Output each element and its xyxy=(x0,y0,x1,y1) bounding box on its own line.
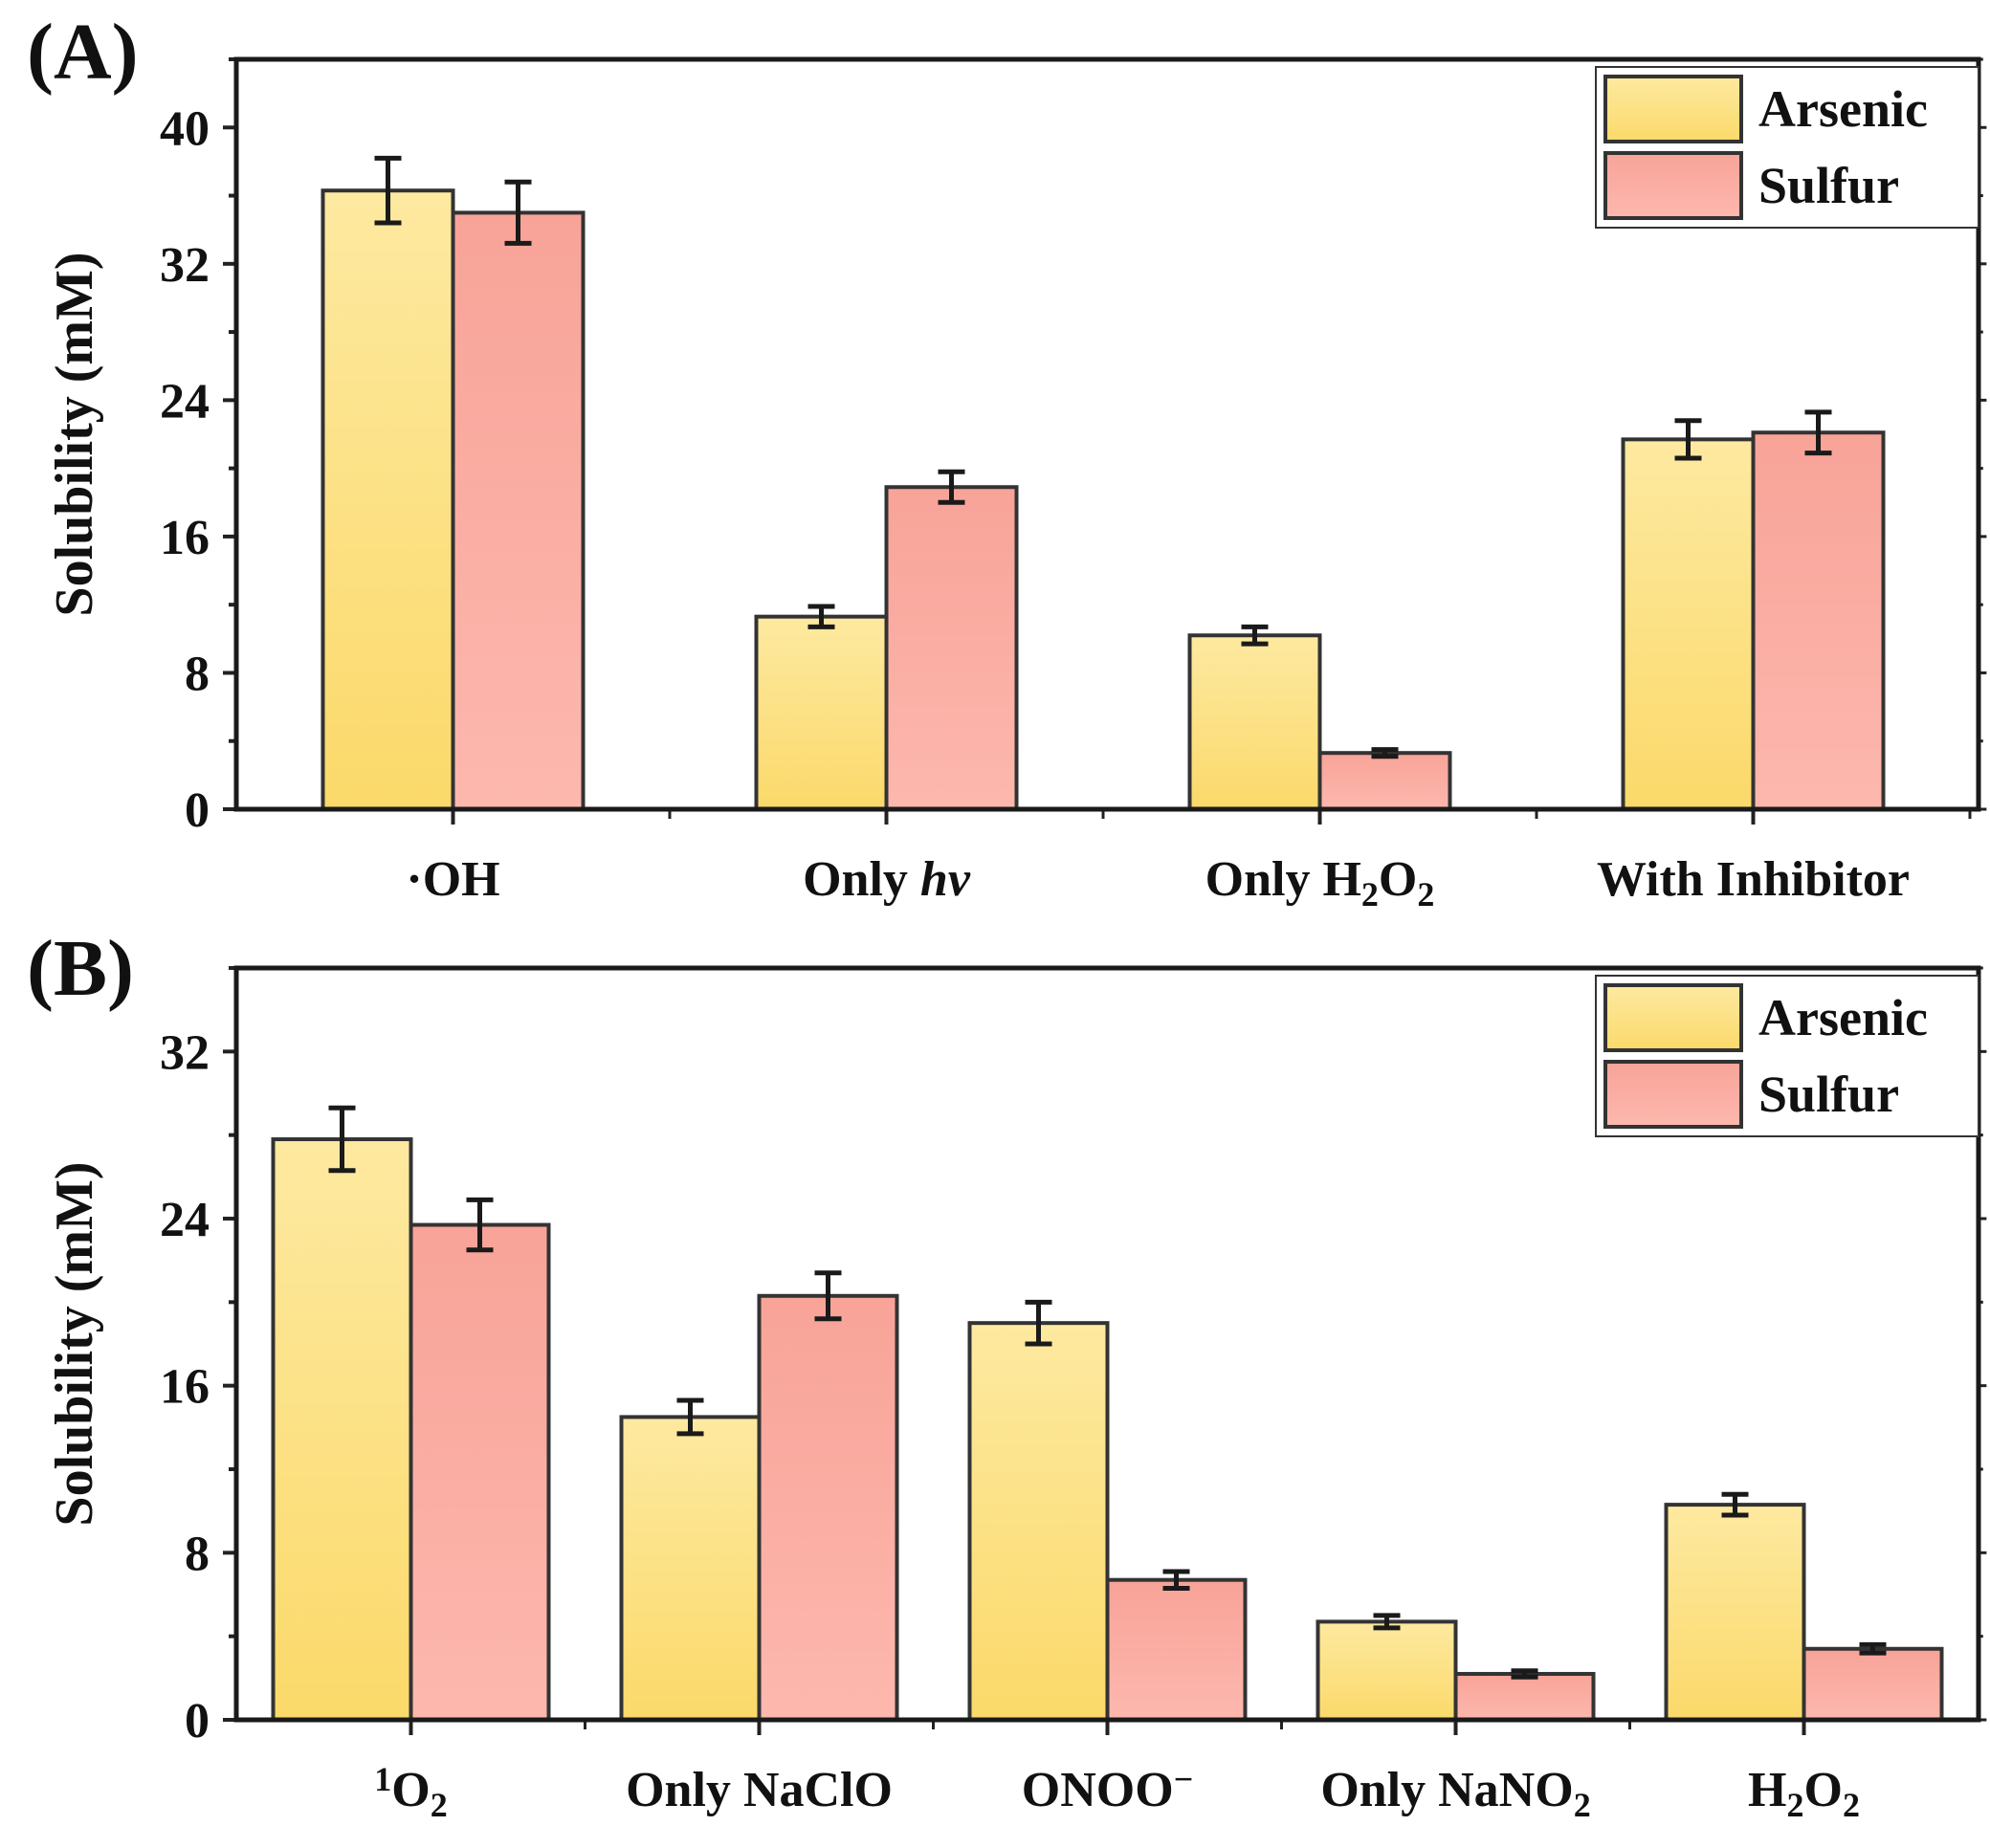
sulfur-error-bar-1 xyxy=(466,1197,494,1253)
y-axis-title: Solubility (mM) xyxy=(45,252,104,616)
sulfur-bar-1 xyxy=(451,210,586,811)
y-tick-label: 32 xyxy=(160,1025,210,1080)
sulfur-bar-4 xyxy=(1453,1671,1596,1723)
sulfur-bar-2 xyxy=(884,485,1019,811)
arsenic-bar-5 xyxy=(1664,1503,1806,1723)
panel-label: (A) xyxy=(27,8,139,97)
sulfur-error-bar-4 xyxy=(1511,1668,1538,1680)
x-category-label-3: ONOO− xyxy=(1022,1760,1193,1817)
panel-label: (B) xyxy=(27,924,134,1013)
y-tick-label: 32 xyxy=(160,238,210,293)
sulfur-error-bar-3 xyxy=(1371,747,1399,759)
arsenic-error-bar-4 xyxy=(1373,1613,1401,1631)
sulfur-bar-3 xyxy=(1317,751,1452,812)
arsenic-error-bar-3 xyxy=(1241,624,1269,647)
x-category-label-2: Only hv xyxy=(803,852,971,907)
arsenic-bar-2 xyxy=(754,614,889,811)
arsenic-bar-4 xyxy=(1621,437,1756,811)
legend-swatch-arsenic xyxy=(1603,75,1743,143)
sulfur-error-bar-1 xyxy=(504,179,532,246)
y-tick-label: 24 xyxy=(160,374,210,429)
legend-swatch-arsenic xyxy=(1603,983,1743,1052)
x-category-label-2: Only NaClO xyxy=(626,1763,893,1817)
sulfur-error-bar-2 xyxy=(938,469,965,505)
arsenic-error-bar-1 xyxy=(328,1105,356,1174)
legend: Arsenic Sulfur xyxy=(1595,975,1979,1137)
legend-swatch-sulfur xyxy=(1603,1060,1743,1129)
arsenic-error-bar-4 xyxy=(1674,418,1702,461)
x-category-label-1: ·OH xyxy=(406,852,499,907)
sulfur-error-bar-5 xyxy=(1859,1641,1887,1656)
legend-label-sulfur: Sulfur xyxy=(1758,157,1899,214)
legend-label-arsenic: Arsenic xyxy=(1758,989,1928,1046)
arsenic-bar-3 xyxy=(1187,633,1322,811)
y-tick-label: 0 xyxy=(185,1694,210,1749)
x-category-label-1: 1O2 xyxy=(374,1760,447,1824)
arsenic-error-bar-2 xyxy=(807,604,835,629)
plot-frame xyxy=(233,965,1981,1723)
sulfur-error-bar-4 xyxy=(1804,409,1832,456)
sulfur-bar-4 xyxy=(1751,430,1886,811)
x-category-label-4: With Inhibitor xyxy=(1597,852,1910,907)
legend-label-arsenic: Arsenic xyxy=(1758,80,1928,138)
sulfur-bar-1 xyxy=(409,1222,551,1723)
arsenic-bar-1 xyxy=(321,188,455,811)
y-tick-label: 0 xyxy=(185,783,210,838)
arsenic-error-bar-1 xyxy=(374,155,402,226)
sulfur-bar-5 xyxy=(1802,1646,1944,1723)
x-category-label-3: Only H2O2 xyxy=(1205,852,1435,913)
sulfur-bar-3 xyxy=(1105,1577,1248,1723)
y-tick-label: 8 xyxy=(185,647,210,701)
arsenic-error-bar-2 xyxy=(676,1397,704,1437)
sulfur-bar-2 xyxy=(757,1293,899,1722)
panel-a-chart: (A) Solubility (mM) 0 8 16 24 32 40 ·OH Only hv On… xyxy=(27,8,1987,913)
arsenic-bar-4 xyxy=(1316,1619,1458,1722)
y-tick-label: 40 xyxy=(160,101,210,156)
sulfur-error-bar-3 xyxy=(1162,1569,1190,1591)
y-tick-label: 24 xyxy=(160,1193,210,1247)
arsenic-error-bar-5 xyxy=(1721,1491,1749,1518)
y-axis-title: Solubility (mM) xyxy=(45,1161,104,1526)
arsenic-bar-1 xyxy=(271,1137,413,1722)
panel-b-chart: (B) Solubility (mM) 0 8 16 24 32 1O2 Only NaClO O… xyxy=(27,924,1987,1824)
legend-label-sulfur: Sulfur xyxy=(1758,1066,1899,1123)
legend: Arsenic Sulfur xyxy=(1595,66,1979,229)
y-tick-label: 8 xyxy=(185,1527,210,1581)
y-tick-label: 16 xyxy=(160,511,210,565)
plot-frame xyxy=(233,56,1981,812)
arsenic-error-bar-3 xyxy=(1025,1299,1052,1347)
y-tick-label: 16 xyxy=(160,1360,210,1415)
x-category-label-4: Only NaNO2 xyxy=(1320,1763,1590,1824)
arsenic-bar-2 xyxy=(619,1415,762,1722)
sulfur-error-bar-2 xyxy=(814,1270,842,1322)
x-category-label-5: H2O2 xyxy=(1748,1763,1860,1824)
legend-swatch-sulfur xyxy=(1603,151,1743,220)
arsenic-bar-3 xyxy=(967,1321,1110,1722)
